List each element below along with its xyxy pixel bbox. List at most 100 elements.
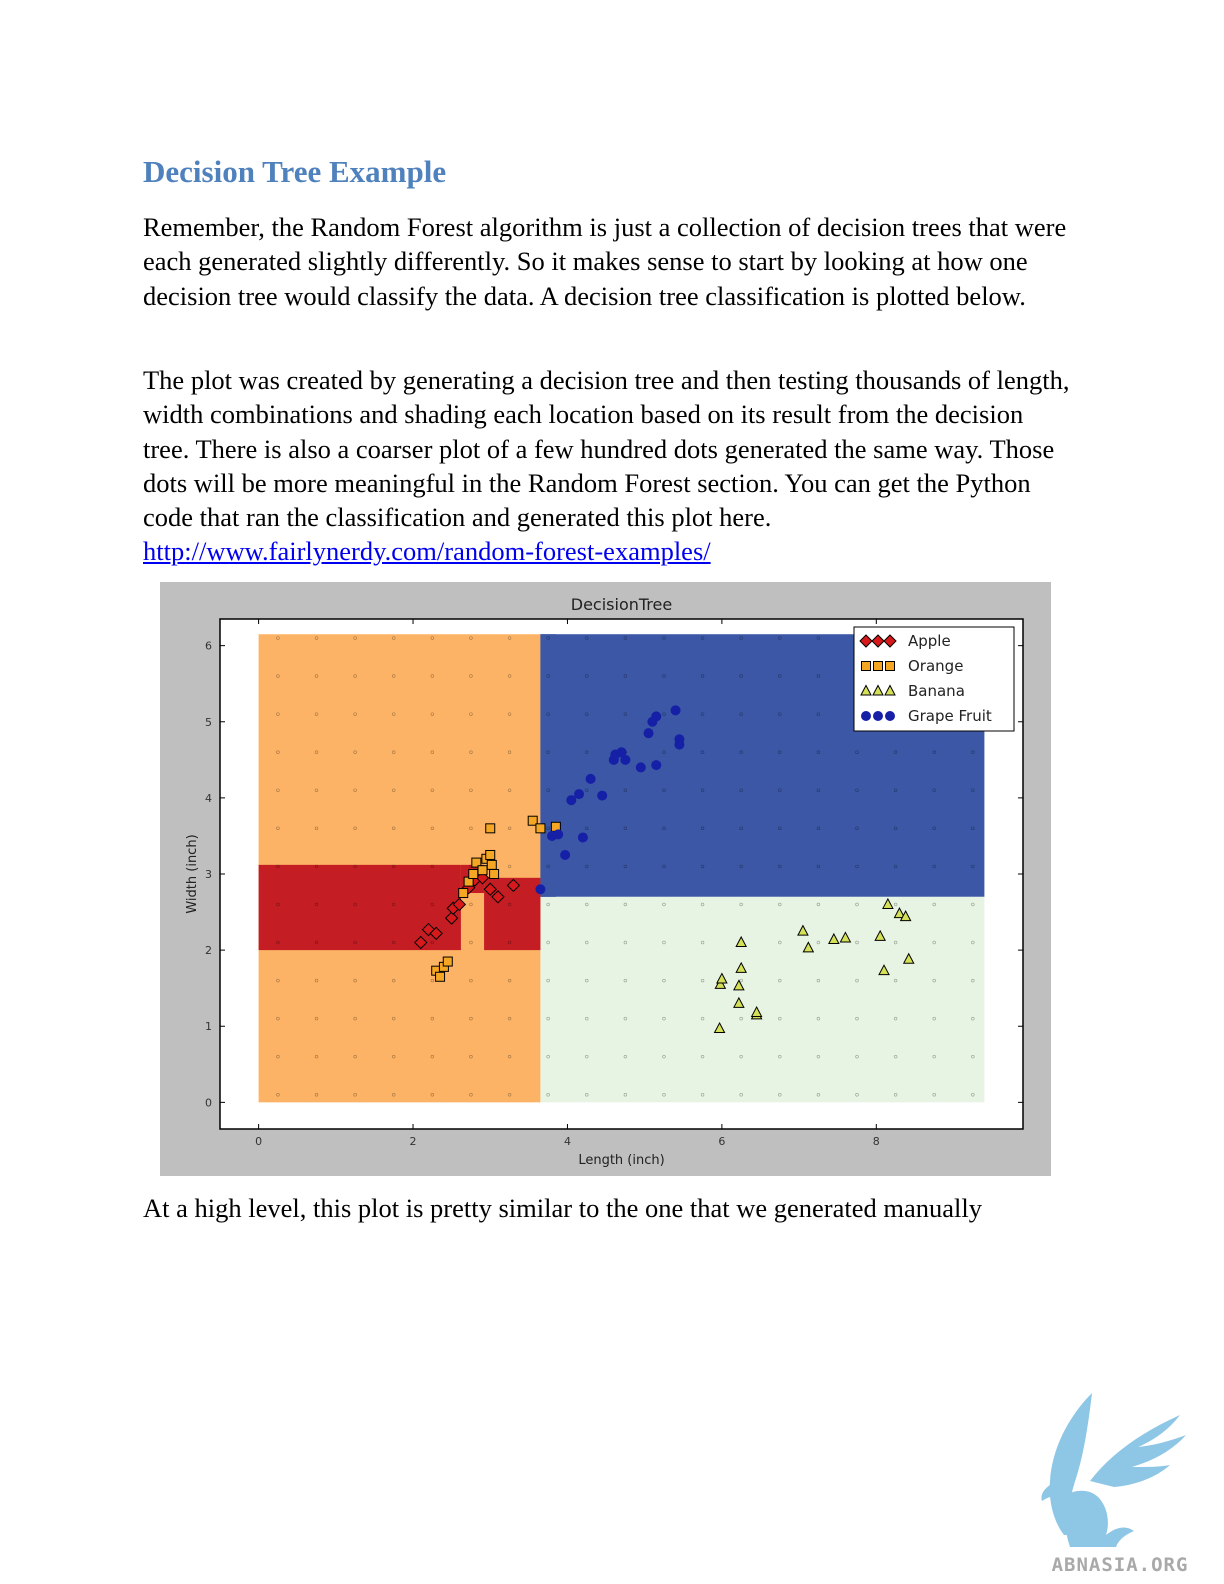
grid-dot <box>507 1054 512 1059</box>
x-tick-label: 4 <box>564 1135 571 1148</box>
grid-dot <box>276 978 280 983</box>
grid-dot <box>855 940 859 945</box>
grid-dot <box>932 940 936 945</box>
grid-dot <box>700 712 705 716</box>
grid-dot <box>893 1054 898 1059</box>
grid-dot <box>700 674 705 678</box>
grid-dot <box>893 864 898 869</box>
legend-marker-banana <box>860 684 872 696</box>
grid-dot <box>469 788 473 792</box>
grid-dot <box>778 674 782 678</box>
grid-dot <box>739 978 743 983</box>
grid-dot <box>971 864 975 869</box>
grid-dot <box>662 902 666 907</box>
grape-fruit-point <box>674 734 685 745</box>
grid-dot <box>276 636 280 640</box>
grape-fruit-point <box>574 789 585 800</box>
banana-point <box>735 935 748 948</box>
banana-point <box>714 977 727 989</box>
grid-dot <box>816 636 821 640</box>
legend-label-banana: Banana <box>908 682 965 700</box>
grid-dot <box>276 1016 280 1021</box>
grape-fruit-point <box>620 754 631 765</box>
apple-point <box>429 926 443 941</box>
grid-dot <box>739 1016 743 1021</box>
grid-dot <box>276 712 280 716</box>
grid-dot <box>893 902 898 907</box>
grid-dot <box>855 1054 859 1059</box>
grid-dot <box>623 674 628 678</box>
grid-dot <box>314 750 319 754</box>
orange-point <box>471 857 482 868</box>
grid-dot <box>585 864 589 869</box>
grape-fruit-point <box>566 795 577 806</box>
grid-dot <box>585 978 589 983</box>
grid-dot <box>932 978 936 983</box>
grid-dot <box>893 978 898 983</box>
grid-dot <box>430 864 435 869</box>
grid-dot <box>623 1016 628 1021</box>
grid-dot <box>893 826 898 831</box>
grape-fruit-point <box>560 849 571 860</box>
grid-dot <box>971 826 975 831</box>
grid-dot <box>507 674 512 678</box>
grid-dot <box>353 674 357 678</box>
grape-fruit-point <box>670 705 681 716</box>
grid-dot <box>507 1016 512 1021</box>
paragraph-method-text: The plot was created by generating a dec… <box>143 365 1070 533</box>
y-tick-label: 5 <box>205 716 212 729</box>
legend-marker-apple <box>859 634 873 648</box>
banana-point <box>716 972 728 984</box>
orange-point <box>485 849 496 860</box>
banana-point <box>828 932 840 944</box>
y-tick-label: 6 <box>205 640 212 653</box>
grid-dot <box>353 1093 357 1097</box>
banana-point <box>735 961 748 973</box>
orange-point <box>435 971 446 982</box>
grid-dot <box>546 712 550 716</box>
grid-dot <box>353 788 357 792</box>
grid-dot <box>778 978 782 983</box>
grid-dot <box>778 712 782 716</box>
grid-dot <box>855 788 859 792</box>
grid-dot <box>430 788 435 792</box>
grid-dot <box>816 1054 821 1059</box>
paragraph-method: The plot was created by generating a dec… <box>143 363 1073 569</box>
legend-marker-orange <box>873 661 883 671</box>
grid-dot <box>469 1093 473 1097</box>
grid-dot <box>778 902 782 907</box>
orange-point <box>468 869 479 879</box>
grid-dot <box>353 1054 357 1059</box>
grid-dot <box>662 1054 666 1059</box>
grid-dot <box>314 1016 319 1021</box>
grid-dot <box>932 788 936 792</box>
decision-tree-chart: 0 2 4 6 8 0 1 2 3 4 5 6 DecisionTree Length (inch) Wid… <box>185 595 1024 1168</box>
grid-dot <box>739 902 743 907</box>
grid-dot <box>700 940 705 945</box>
grid-dot <box>507 902 512 907</box>
grid-dot <box>662 712 666 716</box>
region-grape-fruit <box>540 634 556 897</box>
grid-dot <box>392 750 396 754</box>
orange-point <box>489 869 500 879</box>
grid-dot <box>353 902 357 907</box>
grid-dot <box>507 1093 512 1097</box>
code-link[interactable]: http://www.fairlynerdy.com/random-forest… <box>143 536 711 567</box>
region-apple <box>258 864 461 951</box>
grid-dot <box>546 1093 550 1097</box>
legend-marker-orange <box>861 661 871 671</box>
grid-dot <box>855 1093 859 1097</box>
grid-dot <box>430 750 435 754</box>
grid-dot <box>816 864 821 869</box>
grid-dot <box>546 978 550 983</box>
apple-point <box>444 911 459 925</box>
grape-fruit-point <box>643 728 654 739</box>
grid-dot <box>855 826 859 831</box>
apple-point <box>483 882 497 896</box>
grid-dot <box>430 978 435 983</box>
grid-dot <box>585 826 589 831</box>
grid-dot <box>353 636 357 640</box>
grid-dot <box>469 826 473 831</box>
grid-dot <box>739 1093 743 1097</box>
grid-dot <box>469 674 473 678</box>
